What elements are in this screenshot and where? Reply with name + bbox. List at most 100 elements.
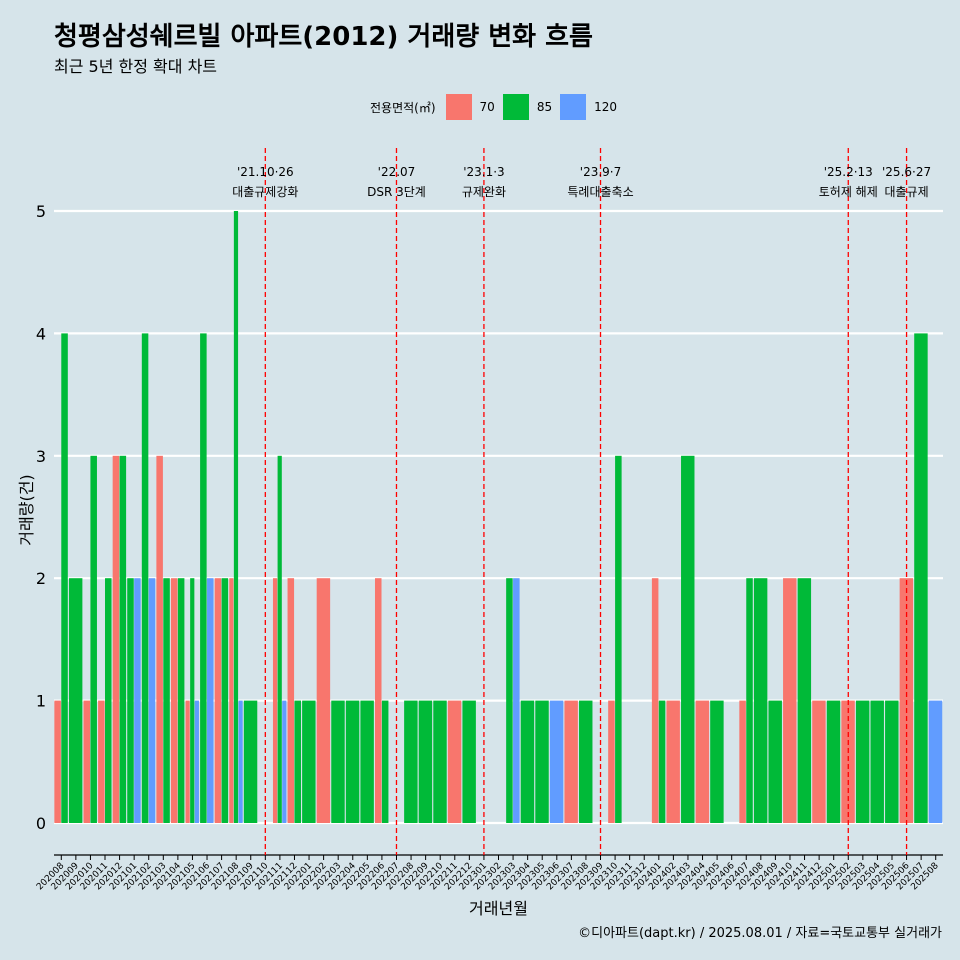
legend-item-85: 85	[502, 94, 553, 120]
bar-202103-70	[156, 455, 163, 823]
bar-202310-70	[608, 700, 615, 823]
bar-202111-120	[282, 700, 287, 823]
policy-date-0: '21.10·26	[237, 165, 294, 179]
bar-202304-85	[520, 700, 535, 823]
y-axis-title: 거래량(건)	[17, 474, 36, 545]
legend-title: 전용면적(㎡)	[370, 100, 436, 115]
bar-202203-85	[331, 700, 345, 823]
bar-202507-85	[914, 333, 928, 823]
y-tick-label-3: 3	[36, 447, 46, 466]
x-axis-title: 거래년월	[469, 899, 528, 918]
legend-item-120: 120	[560, 94, 617, 120]
legend-label-85: 85	[536, 100, 553, 114]
policy-label-4: 토허제 해제	[819, 185, 878, 199]
bar-202112-70	[287, 578, 295, 823]
bar-202206-85	[381, 700, 389, 823]
bar-202111-70	[272, 578, 278, 823]
bar-202105-70	[185, 700, 190, 823]
bar-202010-70	[83, 700, 91, 823]
policy-label-5: 대출규제	[884, 185, 928, 199]
bar-202303-85	[506, 578, 513, 823]
bar-202008-85	[61, 333, 68, 823]
bar-202105-120	[194, 700, 199, 823]
bar-202501-85	[826, 700, 841, 823]
policy-date-3: '23.9·7	[580, 165, 621, 179]
bar-202201-85	[302, 700, 316, 823]
bar-202009-85	[68, 578, 83, 823]
bar-202107-70	[214, 578, 222, 823]
bar-202409-85	[768, 700, 782, 823]
bar-202101-120	[134, 578, 141, 823]
bar-202401-70	[651, 578, 659, 823]
bar-202402-70	[666, 700, 680, 823]
bar-202011-85	[105, 578, 112, 823]
bar-202012-85	[119, 455, 127, 823]
bar-202102-85	[141, 333, 149, 823]
bar-202107-85	[221, 578, 229, 823]
source-caption: ©디아파트(dapt.kr) / 2025.08.01 / 자료=국토교통부 실…	[578, 926, 942, 941]
y-tick-label-5: 5	[36, 202, 46, 221]
legend-swatch-120	[560, 94, 587, 120]
bar-202502-70	[841, 700, 855, 823]
policy-label-1: DSR 3단계	[367, 185, 426, 199]
bar-202405-85	[710, 700, 724, 823]
bar-202504-85	[870, 700, 884, 823]
y-tick-label-1: 1	[36, 692, 46, 711]
bar-202202-70	[316, 578, 331, 823]
bar-202111-85	[277, 455, 282, 823]
bar-202407-70	[739, 700, 746, 823]
policy-label-3: 특례대출축소	[567, 185, 633, 199]
chart-title: 청평삼성쉐르빌 아파트(2012) 거래량 변화 흐름	[54, 22, 593, 52]
legend-label-70: 70	[479, 100, 495, 114]
bar-202108-85	[233, 211, 239, 823]
policy-date-5: '25.6·27	[882, 165, 931, 179]
bar-202303-120	[513, 578, 520, 823]
bar-202208-85	[404, 700, 418, 823]
bar-202210-85	[433, 700, 447, 823]
bar-202105-85	[190, 578, 195, 823]
bar-202310-85	[615, 455, 622, 823]
bar-202106-120	[207, 578, 214, 823]
bar-202108-120	[238, 700, 243, 823]
legend-label-120: 120	[594, 100, 617, 114]
bar-202104-70	[170, 578, 178, 823]
bar-202505-85	[885, 700, 899, 823]
bar-202412-70	[812, 700, 826, 823]
bar-202102-120	[148, 578, 156, 823]
bar-202306-120	[549, 700, 564, 823]
bar-202410-70	[783, 578, 797, 823]
bar-202204-85	[345, 700, 360, 823]
bar-202411-85	[797, 578, 812, 823]
legend-item-70: 70	[445, 94, 495, 120]
legend-swatch-85	[502, 94, 529, 120]
bar-202508-120	[928, 700, 943, 823]
y-tick-label-4: 4	[36, 324, 46, 343]
legend: 전용면적(㎡) 70 85 120	[370, 94, 625, 120]
bar-202103-85	[163, 578, 170, 823]
y-tick-label-0: 0	[36, 814, 46, 833]
bar-202008-70	[54, 700, 61, 823]
bar-202403-85	[681, 455, 695, 823]
bar-202305-85	[535, 700, 549, 823]
bar-202104-85	[177, 578, 185, 823]
bar-202012-70	[112, 455, 120, 823]
legend-swatch-70	[445, 94, 472, 120]
bar-202211-70	[447, 700, 462, 823]
bar-202101-85	[127, 578, 134, 823]
bar-202205-85	[360, 700, 374, 823]
policy-label-0: 대출규제강화	[232, 185, 298, 199]
bar-202108-70	[229, 578, 234, 823]
policy-date-2: '23.1·3	[463, 165, 504, 179]
bar-202109-85	[243, 700, 258, 823]
y-tick-label-2: 2	[36, 569, 46, 588]
bar-202503-85	[855, 700, 870, 823]
bar-202011-70	[98, 700, 105, 823]
bar-202206-70	[374, 578, 382, 823]
policy-label-2: 규제완화	[462, 185, 506, 199]
bar-202401-85	[658, 700, 666, 823]
chart-subtitle: 최근 5년 한정 확대 차트	[54, 57, 218, 76]
bar-202308-85	[579, 700, 593, 823]
policy-date-4: '25.2·13	[824, 165, 873, 179]
bar-202408-85	[753, 578, 768, 823]
